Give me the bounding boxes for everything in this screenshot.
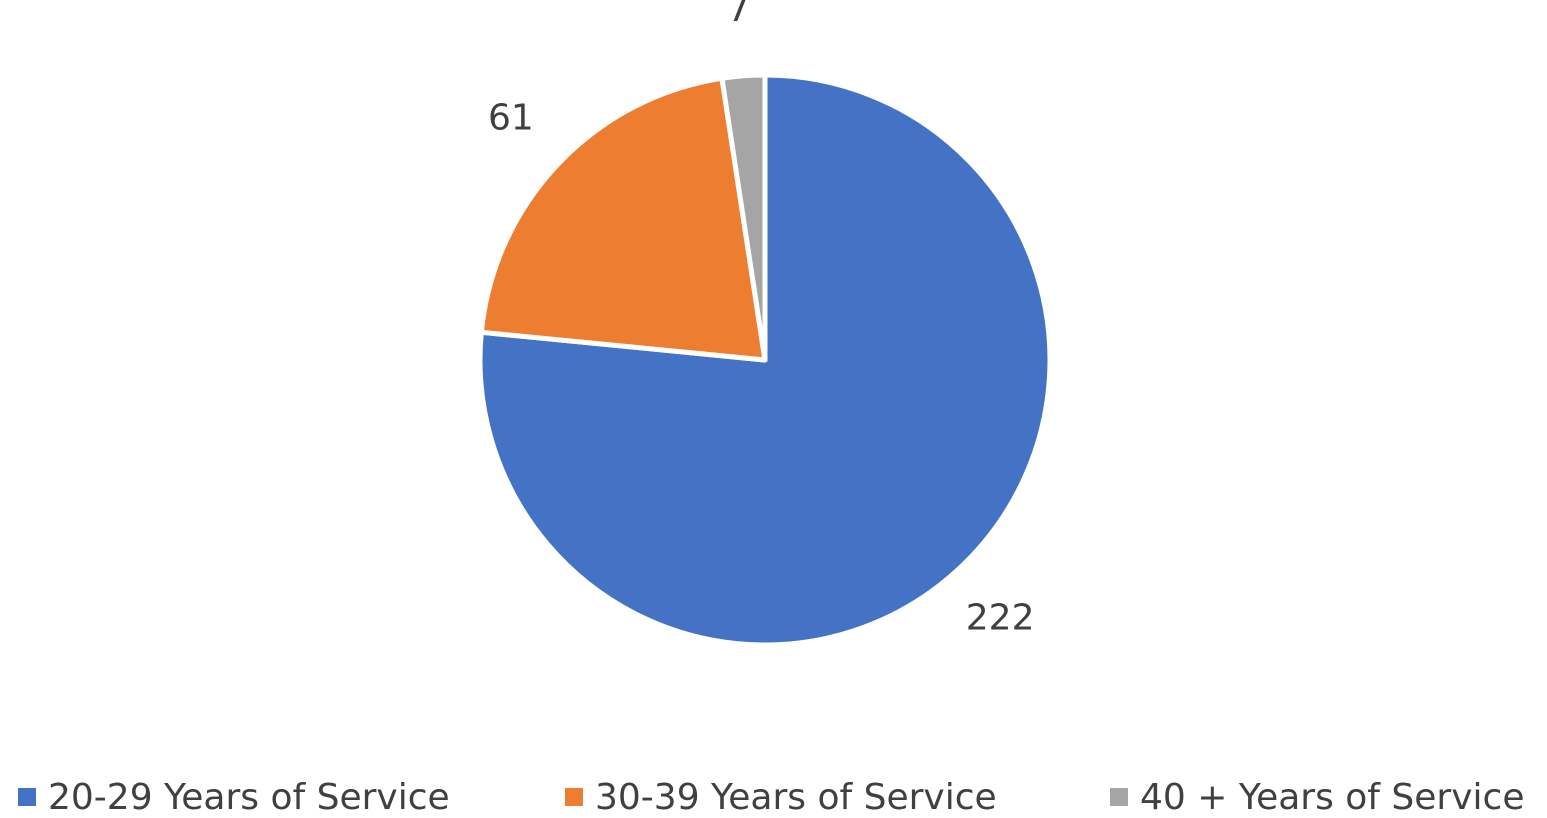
data-label: 7 [727,0,750,30]
data-label: 222 [966,597,1035,638]
legend-label: 40 + Years of Service [1140,777,1524,818]
data-label: 61 [488,97,534,138]
legend-swatch [18,788,36,806]
pie-slice [478,75,768,363]
legend-label: 30-39 Years of Service [595,777,997,818]
legend-label: 20-29 Years of Service [48,777,450,818]
legend-swatch [1110,788,1128,806]
pie-slice [719,72,768,363]
legend-swatch [565,788,583,806]
